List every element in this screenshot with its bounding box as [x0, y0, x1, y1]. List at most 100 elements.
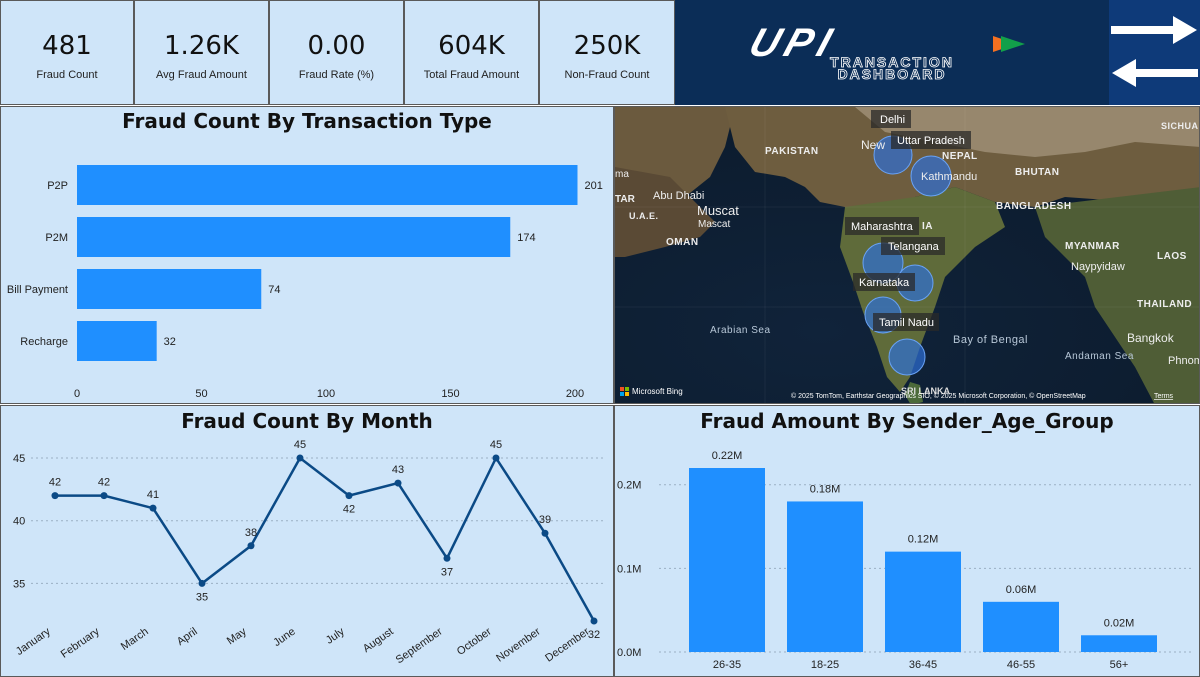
x-tick-label: June — [271, 626, 297, 650]
x-tick-label: 36-45 — [909, 659, 937, 671]
x-tick-label: 50 — [195, 388, 207, 400]
map-label-laos: LAOS — [1157, 251, 1187, 262]
bubble-tamil-nadu[interactable] — [888, 338, 926, 376]
y-tick-label: 0.0M — [617, 647, 641, 659]
swap-arrows-icon — [1111, 16, 1198, 87]
x-tick-label: 200 — [566, 388, 584, 400]
x-tick-label: 46-55 — [1007, 659, 1035, 671]
logo-line2: DASHBOARD — [838, 66, 947, 82]
map-state-delhi: Delhi — [880, 114, 905, 126]
bubble-uttar-pradesh[interactable] — [910, 155, 952, 197]
map-state-uttar-pradesh: Uttar Pradesh — [897, 135, 965, 147]
chart-title: Fraud Count By Month — [181, 409, 433, 433]
map-label-bangladesh: BANGLADESH — [996, 201, 1072, 212]
map-state-karnataka: Karnataka — [859, 277, 910, 289]
kpi-value: 0.00 — [307, 31, 366, 61]
data-label: 42 — [98, 477, 110, 489]
data-point — [345, 492, 353, 500]
transfer-arrows — [1109, 0, 1200, 105]
kpi-card-fraud-count: 481 Fraud Count — [0, 0, 134, 105]
kpi-card-non-fraud-count: 250K Non-Fraud Count — [539, 0, 675, 105]
data-label: 42 — [49, 477, 61, 489]
map-label-myanmar: MYANMAR — [1065, 241, 1120, 252]
x-tick-label: April — [175, 626, 200, 648]
x-tick-label: August — [361, 626, 396, 655]
x-tick-label: 18-25 — [811, 659, 839, 671]
x-tick-label: 150 — [441, 388, 459, 400]
map-state-tamil-nadu: Tamil Nadu — [879, 317, 934, 329]
data-point — [149, 504, 157, 512]
bar — [77, 217, 511, 257]
x-tick-label: February — [59, 625, 102, 660]
x-tick-label: December — [543, 625, 592, 664]
map-label-thailand: THAILAND — [1137, 299, 1192, 310]
y-tick-label: 35 — [13, 578, 25, 590]
data-label: 0.02M — [1104, 617, 1135, 629]
map-city-bangkok: Bangkok — [1127, 331, 1175, 345]
data-label: 201 — [584, 180, 602, 192]
panel-month: Fraud Count By Month 35 40 45 42 January 42 Fe… — [0, 405, 614, 677]
data-point — [443, 554, 451, 562]
y-tick-label: 40 — [13, 516, 25, 528]
data-label: 41 — [147, 489, 159, 501]
data-point — [394, 479, 402, 487]
map-city-abu-dhabi: Abu Dhabi — [653, 190, 704, 202]
data-point — [100, 492, 108, 500]
bar — [983, 601, 1059, 652]
map-city-muscat: Muscat — [697, 203, 739, 218]
x-tick-label: September — [394, 625, 445, 666]
data-point — [198, 579, 206, 587]
line-chart: 35 40 45 42 January 42 February 41 March 35 April 3… — [13, 439, 605, 666]
logo-brand-text: UPI — [744, 20, 843, 65]
map-state-telangana: Telangana — [888, 241, 940, 253]
x-tick-label: March — [119, 626, 151, 653]
map-sea-andaman: Andaman Sea — [1065, 351, 1134, 362]
data-point — [492, 454, 500, 462]
map-label-sichuan: SICHUAN — [1161, 121, 1200, 131]
kpi-card-avg-fraud-amount: 1.26K Avg Fraud Amount — [134, 0, 269, 105]
map-city-phnom: Phnom — [1168, 355, 1200, 367]
data-label: 43 — [392, 464, 404, 476]
category-label: Recharge — [20, 336, 68, 348]
kpi-value: 250K — [573, 31, 641, 61]
bar — [77, 269, 262, 309]
kpi-label: Avg Fraud Amount — [156, 69, 247, 81]
data-label: 45 — [294, 439, 306, 451]
x-tick-label: 56+ — [1110, 659, 1129, 671]
logo-line1: TRANSACTION — [830, 54, 954, 70]
y-tick-label: 45 — [13, 453, 25, 465]
data-label: 45 — [490, 439, 502, 451]
upi-logo: UPI TRANSACTION DASHBOARD — [675, 0, 1109, 105]
x-tick-label: 26-35 — [713, 659, 741, 671]
vbar-chart: 0.0M 0.1M 0.2M 0.22M 26-35 0.18M 18-25 0.12M 36-… — [617, 450, 1193, 671]
map-city-new: New — [861, 138, 885, 152]
bar — [77, 165, 578, 205]
map-terms-link[interactable]: Terms — [1154, 393, 1174, 400]
chart-title: Fraud Count By Transaction Type — [122, 109, 492, 133]
kpi-value: 604K — [438, 31, 505, 61]
x-tick-label: January — [14, 625, 53, 658]
svg-text:Microsoft Bing: Microsoft Bing — [632, 387, 683, 396]
map-label-bhutan: BHUTAN — [1015, 167, 1059, 178]
map-city-mascat: Mascat — [698, 219, 730, 230]
data-label: 38 — [245, 527, 257, 539]
kpi-label: Fraud Count — [36, 69, 98, 81]
map-label-pakistan: PAKISTAN — [765, 146, 819, 157]
x-tick-label: May — [225, 625, 249, 647]
category-label: Bill Payment — [7, 284, 68, 296]
map-sea-arabian: Arabian Sea — [710, 325, 771, 336]
x-tick-label: 100 — [317, 388, 335, 400]
bing-logo: Microsoft Bing — [620, 387, 683, 396]
map-label-nepal: NEPAL — [942, 151, 978, 162]
fraud-map[interactable]: PAKISTAN NEPAL BHUTAN BANGLADESH MYANMAR… — [614, 106, 1200, 404]
map-label-ia: IA — [922, 221, 933, 232]
hbar-chart: P2P 201 P2M 174 Bill Payment 74 Recharge 32 0 50 1… — [7, 165, 603, 400]
panel-age-group: Fraud Amount By Sender_Age_Group 0.0M 0.1… — [614, 405, 1200, 677]
category-label: P2P — [47, 180, 68, 192]
data-label: 0.18M — [810, 483, 841, 495]
kpi-card-total-fraud-amount: 604K Total Fraud Amount — [404, 0, 539, 105]
bar — [1081, 635, 1157, 652]
data-label: 0.12M — [908, 534, 939, 546]
data-label: 174 — [517, 232, 535, 244]
map-graphic: PAKISTAN NEPAL BHUTAN BANGLADESH MYANMAR… — [615, 107, 1200, 403]
